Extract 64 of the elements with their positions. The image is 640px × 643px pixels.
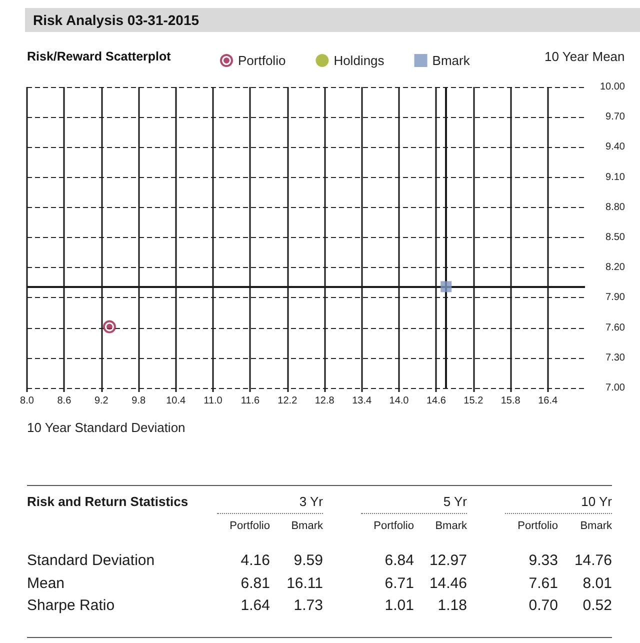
text: 1.64 xyxy=(240,597,270,615)
y-tick-label: 9.10 xyxy=(606,172,626,183)
y-tick-label: 10.00 xyxy=(600,82,626,92)
x-tick-label: 14.6 xyxy=(426,396,446,406)
text: Bmark xyxy=(580,520,612,533)
x-tick-label: 12.2 xyxy=(278,396,298,406)
text: Portfolio xyxy=(230,520,270,533)
text: 14.46 xyxy=(429,574,467,592)
y-tick-label: 9.70 xyxy=(606,112,626,123)
legend-label: Holdings xyxy=(334,53,385,68)
text: 4.16 xyxy=(240,552,270,570)
x-tick-label: 11.0 xyxy=(204,396,223,406)
text: 3 Yr xyxy=(299,494,323,510)
y-tick-label: 7.00 xyxy=(606,382,626,394)
text: 5 Yr xyxy=(443,494,467,510)
text: 6.81 xyxy=(240,574,270,592)
text: 10 Yr xyxy=(581,494,612,510)
x-tick-label: 11.6 xyxy=(240,396,260,406)
text: 6.84 xyxy=(384,552,414,570)
text: 1.18 xyxy=(438,597,467,615)
text: 9.33 xyxy=(528,552,558,570)
y-tick-label: 8.80 xyxy=(606,202,626,213)
chart-title: Risk Analysis 03-31-2015 xyxy=(33,12,200,28)
text: 0.52 xyxy=(582,597,612,615)
x-tick-label: 15.8 xyxy=(500,396,521,406)
x-tick-label: 13.4 xyxy=(352,396,372,406)
text: 1.01 xyxy=(384,597,414,615)
text: Sharpe Ratio xyxy=(27,597,115,615)
x-tick-label: 12.8 xyxy=(314,396,335,406)
chart-subtitle: Risk/Reward Scatterplot xyxy=(27,50,172,64)
text: Standard Deviation xyxy=(27,552,155,570)
x-tick-label: 9.2 xyxy=(94,396,109,406)
y-tick-label: 7.30 xyxy=(606,352,626,364)
y-tick-label: 7.90 xyxy=(606,292,626,304)
x-tick-label: 15.2 xyxy=(464,396,484,406)
text: 9.59 xyxy=(294,552,323,570)
text: Portfolio xyxy=(518,520,558,533)
legend-label: Portfolio xyxy=(238,53,286,68)
x-tick-label: 8.6 xyxy=(57,396,72,406)
y-tick-label: 7.60 xyxy=(606,322,626,334)
y-tick-label: 8.20 xyxy=(606,262,626,274)
text: Portfolio xyxy=(374,520,414,533)
y-tick-label: 9.40 xyxy=(606,142,626,153)
x-tick-label: 9.8 xyxy=(132,396,146,406)
text: Risk and Return Statistics xyxy=(27,494,188,510)
text: Bmark xyxy=(291,520,323,533)
text: Mean xyxy=(27,574,65,592)
legend-label: Bmark xyxy=(432,53,470,68)
text: 14.76 xyxy=(574,552,612,570)
text: Bmark xyxy=(435,520,467,533)
text: 6.71 xyxy=(384,574,414,592)
x-tick-label: 16.4 xyxy=(538,396,558,406)
x-tick-label: 14.0 xyxy=(389,396,410,406)
x-tick-label: 8.0 xyxy=(20,396,34,406)
x-axis-title: 10 Year Standard Deviation xyxy=(27,420,186,435)
text: 12.97 xyxy=(429,552,467,570)
text: 7.61 xyxy=(528,574,558,592)
y-tick-label: 8.50 xyxy=(606,232,626,243)
text: 16.11 xyxy=(286,574,323,592)
text: 1.73 xyxy=(294,597,323,615)
y-axis-title: 10 Year Mean xyxy=(544,49,625,64)
text: 0.70 xyxy=(528,597,558,615)
text: 8.01 xyxy=(582,574,612,592)
x-tick-label: 10.4 xyxy=(166,396,186,406)
